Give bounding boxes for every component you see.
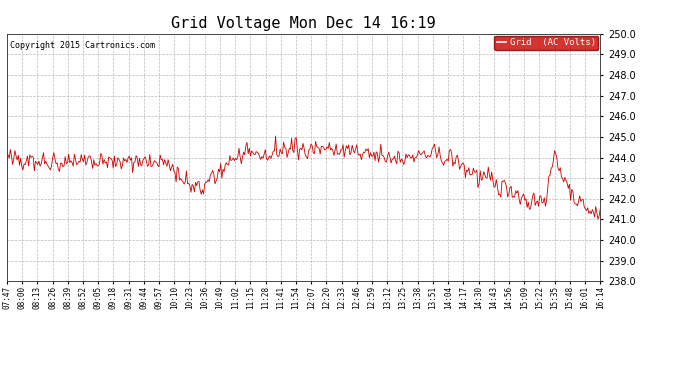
Text: Copyright 2015 Cartronics.com: Copyright 2015 Cartronics.com	[10, 41, 155, 50]
Title: Grid Voltage Mon Dec 14 16:19: Grid Voltage Mon Dec 14 16:19	[171, 16, 436, 31]
Legend: Grid  (AC Volts): Grid (AC Volts)	[495, 36, 598, 50]
